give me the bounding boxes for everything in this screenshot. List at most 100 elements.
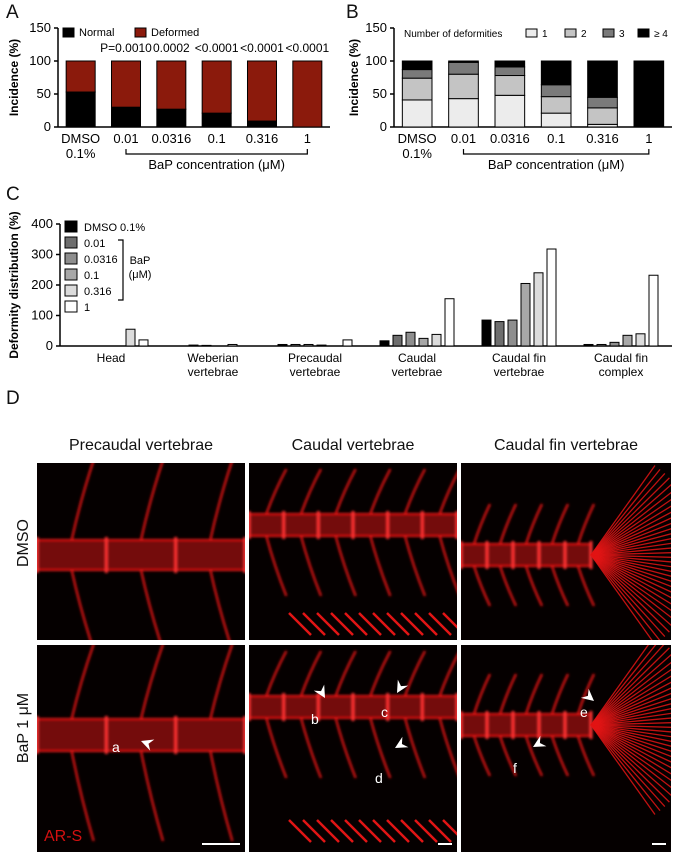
fin-ray bbox=[590, 554, 670, 633]
legend-swatch bbox=[64, 268, 78, 281]
legend-label: DMSO 0.1% bbox=[84, 222, 145, 234]
legend-label: 2 bbox=[581, 29, 587, 40]
fin-ray bbox=[590, 537, 671, 556]
haemal-spine bbox=[524, 565, 543, 607]
fin-ray bbox=[590, 692, 671, 726]
y-tick-label: 150 bbox=[29, 20, 51, 35]
bar-segment bbox=[448, 98, 479, 128]
fin-ray bbox=[590, 724, 656, 815]
row-title-bap: BaP 1 μM bbox=[15, 692, 32, 764]
legend-label: 0.316 bbox=[84, 286, 112, 298]
fin-ray bbox=[590, 552, 671, 556]
fin-rays bbox=[590, 645, 671, 815]
bar bbox=[494, 321, 505, 347]
fin-ray bbox=[358, 819, 382, 843]
x-tick-label: 0.01 bbox=[451, 131, 476, 146]
bar bbox=[316, 344, 327, 347]
legend-swatch bbox=[525, 28, 538, 38]
fin-ray bbox=[590, 645, 665, 726]
haemal-spine bbox=[369, 535, 392, 597]
fin-ray bbox=[590, 724, 671, 747]
y-tick-label: 0 bbox=[380, 119, 387, 134]
fin-ray bbox=[428, 819, 452, 843]
neural-spine bbox=[334, 468, 357, 515]
fin-ray bbox=[590, 724, 671, 789]
fin-ray bbox=[288, 819, 312, 843]
arrow-label-a: a bbox=[112, 739, 120, 755]
legend-swatch bbox=[564, 28, 577, 38]
fin-ray bbox=[590, 675, 671, 726]
micrograph-dmso-caudal-fin bbox=[461, 463, 671, 640]
fin-ray bbox=[372, 612, 396, 636]
legend-bracket-label: (μM) bbox=[129, 269, 152, 281]
bar-segment bbox=[401, 69, 433, 79]
haemal-spine bbox=[524, 735, 543, 777]
arrow-label-d: d bbox=[375, 770, 383, 786]
bar bbox=[444, 298, 455, 347]
bar bbox=[635, 333, 646, 347]
y-tick-label: 50 bbox=[37, 86, 51, 101]
bar bbox=[418, 337, 429, 347]
scale-bar-caudal bbox=[438, 843, 452, 845]
fin-ray bbox=[414, 819, 438, 843]
haemal-spine bbox=[334, 717, 357, 779]
anal-fin-rays bbox=[288, 819, 457, 843]
y-axis-title: Incidence (%) bbox=[7, 39, 21, 116]
arrowhead bbox=[313, 684, 325, 698]
neural-spine bbox=[299, 650, 322, 697]
y-tick-label: 400 bbox=[31, 216, 53, 231]
x-axis-title: BaP concentration (μM) bbox=[488, 157, 625, 172]
bar-segment bbox=[494, 66, 526, 77]
fin-ray bbox=[590, 554, 671, 558]
bar-segment bbox=[292, 60, 323, 128]
neural-spine bbox=[403, 468, 426, 515]
fin-ray bbox=[590, 484, 671, 556]
legend-label: 1 bbox=[84, 302, 90, 314]
bar bbox=[405, 331, 416, 347]
neural-spine bbox=[472, 673, 491, 715]
x-tick-label: 0.0316 bbox=[490, 131, 530, 146]
fin-ray bbox=[330, 819, 354, 843]
legend-bracket bbox=[118, 239, 124, 301]
fin-ray bbox=[442, 612, 457, 629]
bar bbox=[379, 340, 390, 347]
arrow-label-c: c bbox=[381, 704, 388, 720]
haemal-spine bbox=[265, 535, 288, 597]
micrograph-dmso-caudal bbox=[249, 463, 457, 640]
bar bbox=[201, 344, 212, 347]
fin-ray bbox=[590, 712, 671, 726]
legend-bracket-label: BaP bbox=[130, 255, 151, 267]
legend-swatch bbox=[602, 28, 615, 38]
fin-ray bbox=[590, 505, 671, 556]
bar-segment bbox=[633, 60, 665, 128]
bar-segment bbox=[494, 75, 526, 96]
bar bbox=[481, 319, 492, 347]
fin-ray bbox=[590, 687, 671, 726]
fin-ray bbox=[386, 819, 410, 843]
x-tick-label: vertebrae bbox=[290, 365, 341, 379]
x-tick-label: 0.316 bbox=[586, 131, 619, 146]
y-axis-title: Incidence (%) bbox=[347, 39, 361, 116]
x-tick-label: DMSO bbox=[398, 131, 437, 146]
centrum-band bbox=[37, 719, 245, 751]
bar-segment bbox=[540, 112, 572, 128]
fin-ray bbox=[590, 554, 671, 599]
micrograph-bap-precaudal bbox=[37, 645, 245, 852]
bar bbox=[290, 343, 301, 347]
fin-ray bbox=[590, 554, 671, 568]
fin-ray bbox=[590, 554, 671, 593]
legend-label: ≥ 4 bbox=[654, 29, 668, 40]
haemal-spine bbox=[369, 717, 392, 779]
bar bbox=[227, 343, 238, 347]
row-title-dmso: DMSO bbox=[15, 519, 32, 567]
legend-label: 0.01 bbox=[84, 238, 105, 250]
bar-segment bbox=[201, 112, 232, 128]
fin-ray bbox=[590, 681, 671, 726]
x-tick-label: 1 bbox=[304, 131, 311, 146]
bar-segment bbox=[110, 106, 142, 128]
x-tick-label: vertebrae bbox=[392, 365, 443, 379]
bar-segment bbox=[448, 61, 479, 75]
fin-ray bbox=[590, 668, 671, 726]
fin-ray bbox=[400, 819, 424, 843]
fin-ray bbox=[590, 645, 657, 726]
